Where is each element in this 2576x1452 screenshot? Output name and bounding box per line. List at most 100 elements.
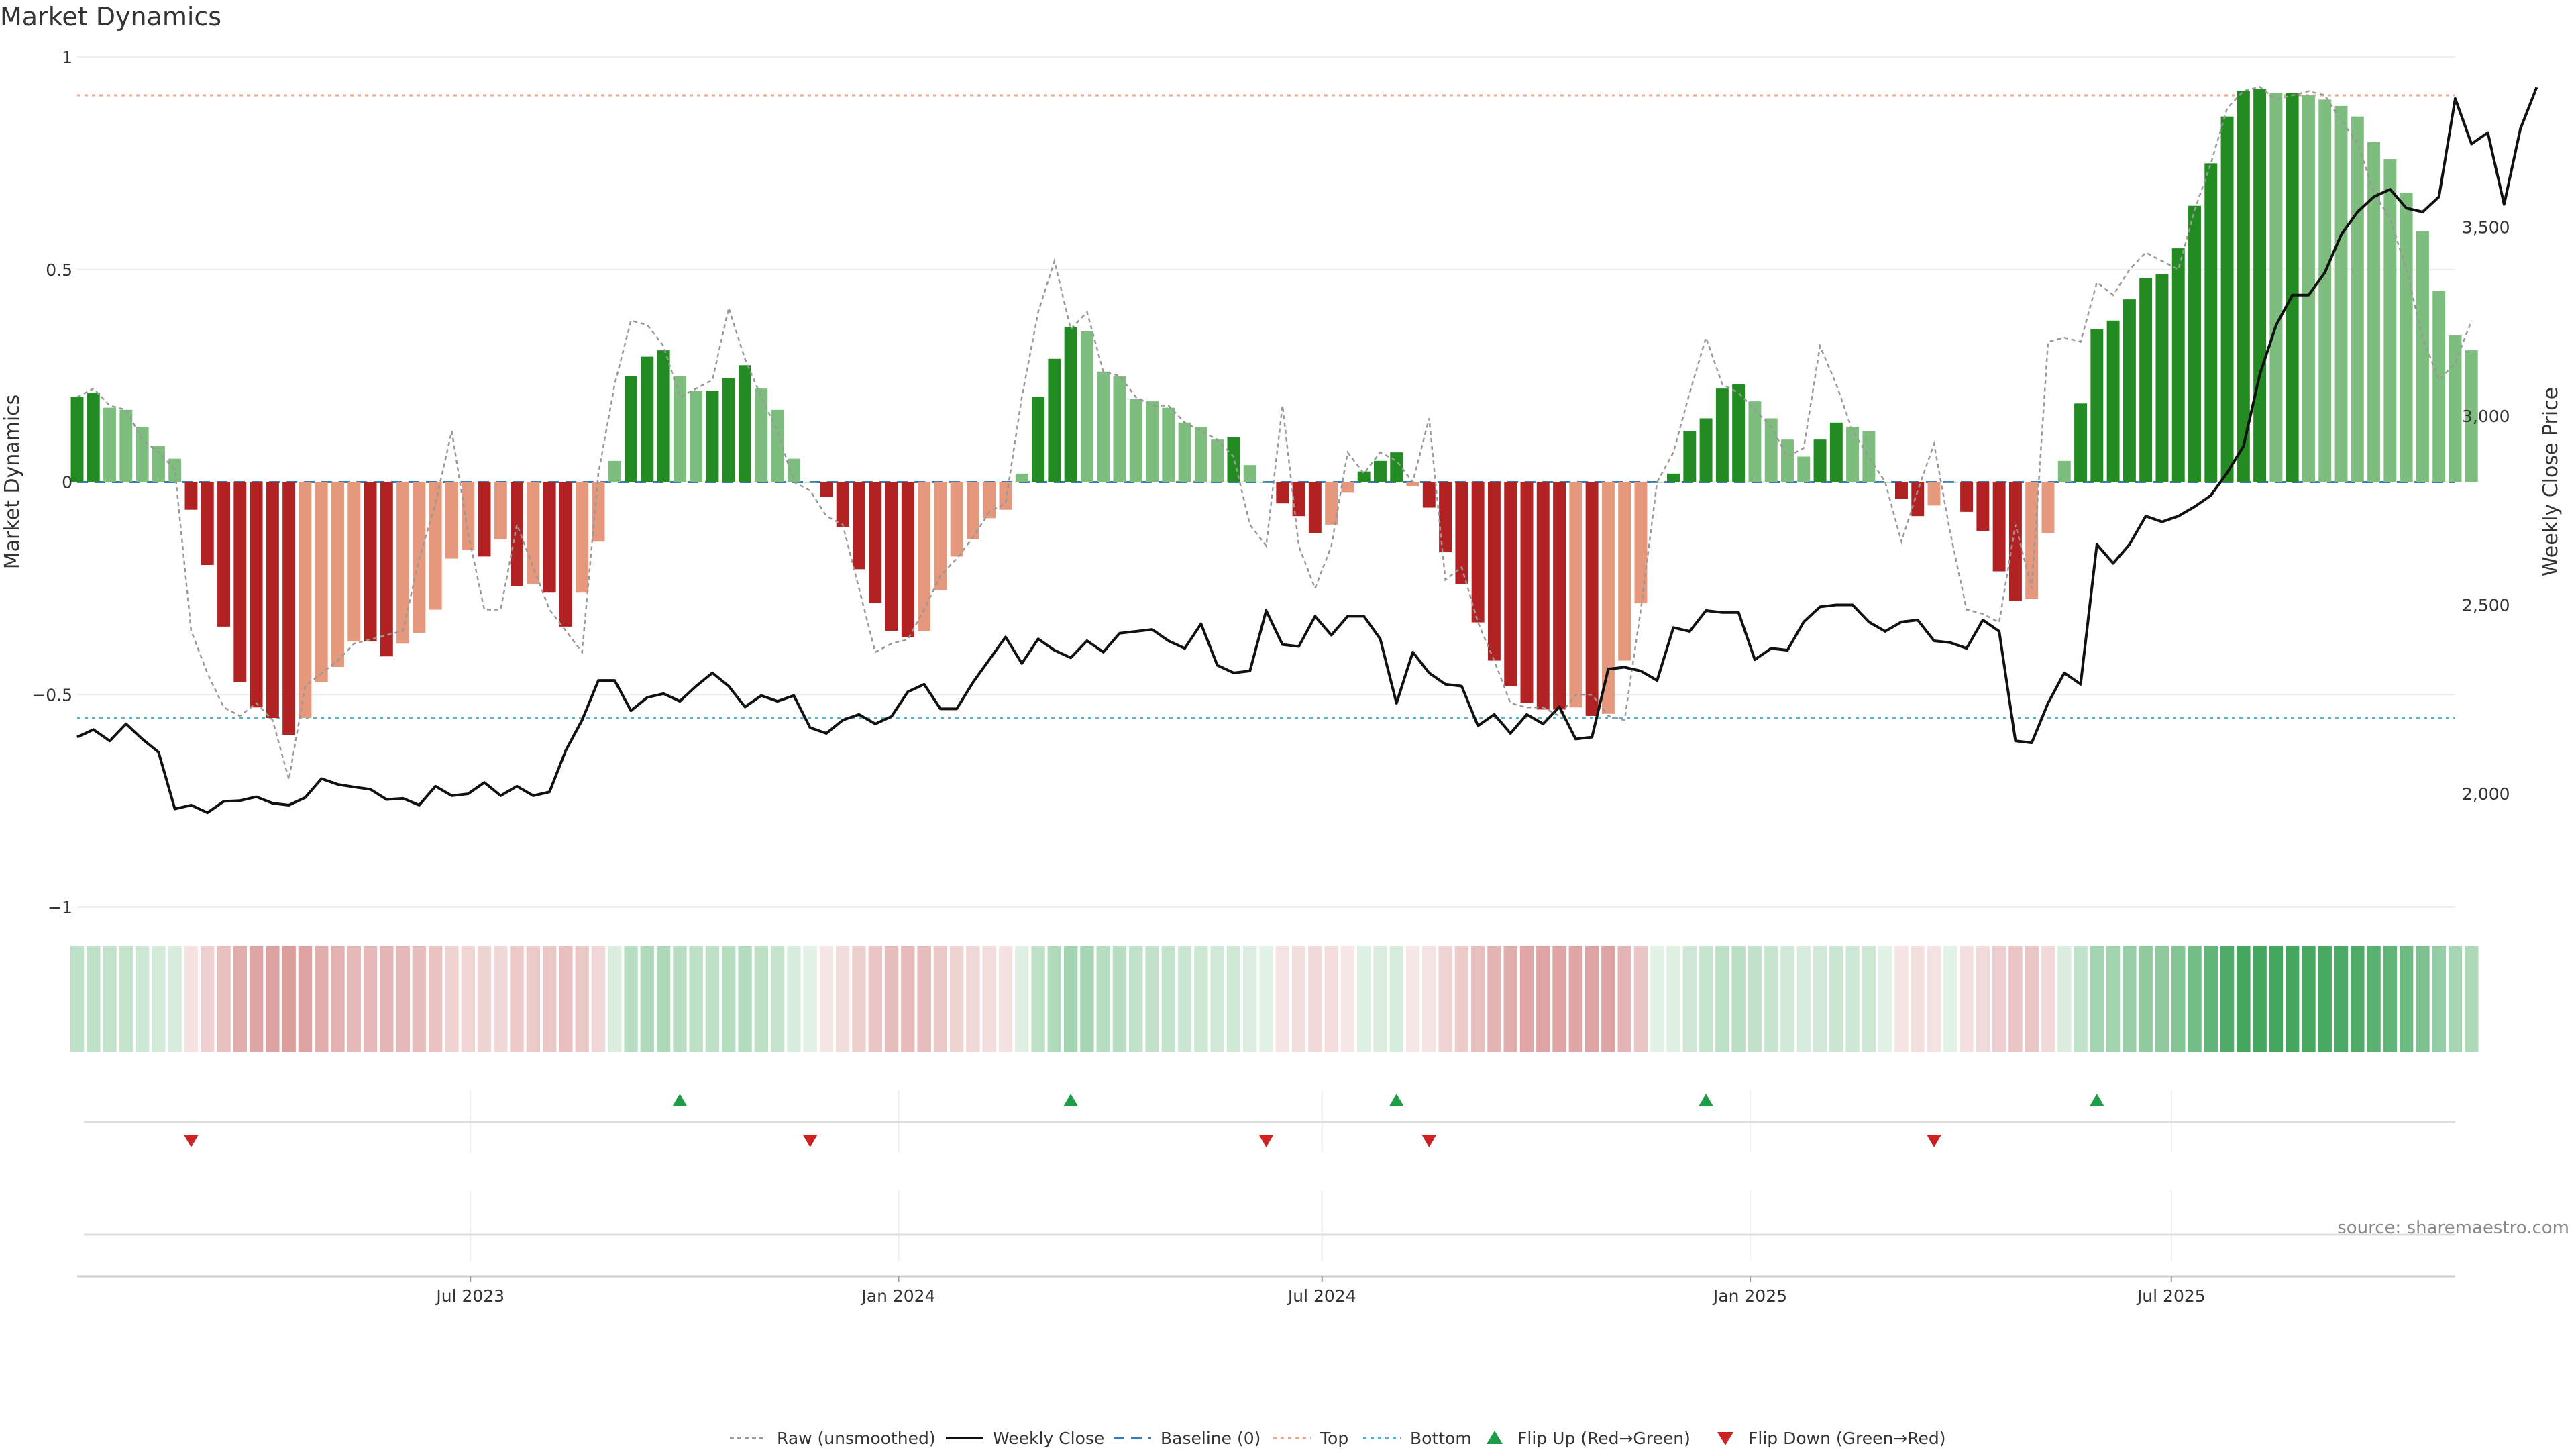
dynamics-bar: [1683, 431, 1697, 482]
dynamics-bar: [934, 482, 947, 591]
dynamics-bar: [1781, 439, 1794, 482]
dynamics-bars: [70, 89, 2478, 735]
heat-cell: [1210, 946, 1224, 1052]
dynamics-bar: [755, 388, 768, 482]
dynamics-bar: [1667, 473, 1680, 482]
dynamics-bar: [966, 482, 979, 540]
heat-cell: [689, 946, 703, 1052]
heat-cell: [656, 946, 671, 1052]
dynamics-bar: [1032, 397, 1045, 482]
dynamics-bar: [836, 482, 849, 527]
dynamics-bar: [673, 376, 686, 482]
dynamics-bar: [983, 482, 996, 519]
dynamics-bar: [168, 458, 182, 482]
heat-cell: [168, 946, 182, 1052]
dynamics-bar: [1992, 482, 2006, 572]
heat-cell: [2139, 946, 2153, 1052]
heat-cell: [2220, 946, 2235, 1052]
right-y-axis: 3,500 3,000 2,500 2,000: [2462, 217, 2510, 804]
heat-cell: [2090, 946, 2104, 1052]
heat-cell: [2416, 946, 2430, 1052]
dynamics-bar: [331, 482, 344, 668]
heat-cell: [868, 946, 882, 1052]
heat-cell: [298, 946, 313, 1052]
heat-cell: [998, 946, 1013, 1052]
legend: Raw (unsmoothed) Weekly Close Baseline (0)…: [730, 1429, 1946, 1448]
heat-cell: [819, 946, 834, 1052]
dynamics-bar: [1585, 482, 1599, 716]
heat-cell: [1259, 946, 1273, 1052]
dynamics-bar: [217, 482, 230, 627]
heat-cell: [2008, 946, 2023, 1052]
dynamics-bar: [1894, 482, 1908, 499]
dynamics-bar: [1146, 401, 1159, 482]
dynamics-bar: [1471, 482, 1485, 623]
dynamics-bar: [1569, 482, 1582, 708]
heat-cell: [1015, 946, 1029, 1052]
legend-entry: Bottom: [1410, 1429, 1472, 1448]
heat-cell: [542, 946, 557, 1052]
dynamics-bar: [999, 482, 1012, 510]
flip-up-marker: [2089, 1094, 2104, 1106]
heat-cell: [2057, 946, 2072, 1052]
left-y-axis: 1 0.5 0 −0.5 −1: [32, 48, 72, 917]
dynamics-bar: [885, 482, 898, 631]
dynamics-bar: [1601, 482, 1615, 714]
dynamics-bar: [1097, 371, 1110, 482]
heat-cell: [70, 946, 85, 1052]
dynamics-bar: [608, 460, 621, 482]
heat-cell: [87, 946, 101, 1052]
heat-cell: [152, 946, 166, 1052]
heat-cell: [1780, 946, 1794, 1052]
heat-cell: [1911, 946, 1925, 1052]
heat-cell: [510, 946, 524, 1052]
raw-line: [76, 85, 2473, 780]
dynamics-bar: [2318, 99, 2332, 482]
x-tick-label: Jul 2025: [2136, 1286, 2206, 1306]
heat-cell: [1585, 946, 1599, 1052]
heat-cell: [2171, 946, 2186, 1052]
dynamics-bar: [1520, 482, 1534, 703]
heat-cell: [1145, 946, 1159, 1052]
dynamics-bar: [1113, 376, 1126, 482]
dynamics-bar: [1422, 482, 1436, 508]
flip-down-marker: [1421, 1135, 1437, 1147]
heat-cell: [1976, 946, 1990, 1052]
right-y-tick-label: 2,000: [2462, 784, 2510, 804]
dynamics-bar: [657, 350, 670, 482]
dynamics-bar: [511, 482, 524, 586]
dynamics-bar: [2253, 89, 2267, 482]
heat-cell: [1454, 946, 1469, 1052]
legend-entry: Weekly Close: [993, 1429, 1104, 1448]
dynamics-bar: [315, 482, 328, 682]
dynamics-bar: [1439, 482, 1452, 553]
heat-cell: [1194, 946, 1208, 1052]
heat-cell: [1748, 946, 1762, 1052]
dynamics-bar: [1715, 388, 1729, 482]
legend-entry: Top: [1320, 1429, 1348, 1448]
heat-cell: [1080, 946, 1094, 1052]
dynamics-bar: [2139, 278, 2153, 482]
left-y-tick-label: −1: [48, 898, 72, 917]
heat-cell: [1031, 946, 1045, 1052]
heat-cell: [1356, 946, 1371, 1052]
heat-cell: [2155, 946, 2169, 1052]
left-y-tick-label: 0: [62, 473, 72, 492]
dynamics-bar: [1846, 427, 1860, 482]
heat-cell: [705, 946, 720, 1052]
dynamics-bar: [2204, 163, 2218, 482]
heat-cell: [1633, 946, 1648, 1052]
source-note: source: sharemaestro.com: [2337, 1218, 2569, 1238]
dynamics-bar: [527, 482, 540, 584]
heat-cell: [526, 946, 541, 1052]
heat-cell: [917, 946, 931, 1052]
heat-cell: [2448, 946, 2463, 1052]
dynamics-bar: [787, 458, 800, 482]
legend-entry: Flip Up (Red→Green): [1517, 1429, 1690, 1448]
heat-cell: [119, 946, 133, 1052]
dynamics-bar: [2188, 205, 2201, 482]
dynamics-bar: [2302, 95, 2315, 482]
dynamics-bar: [1732, 384, 1746, 482]
heat-cell: [1927, 946, 1941, 1052]
heat-cell: [347, 946, 361, 1052]
